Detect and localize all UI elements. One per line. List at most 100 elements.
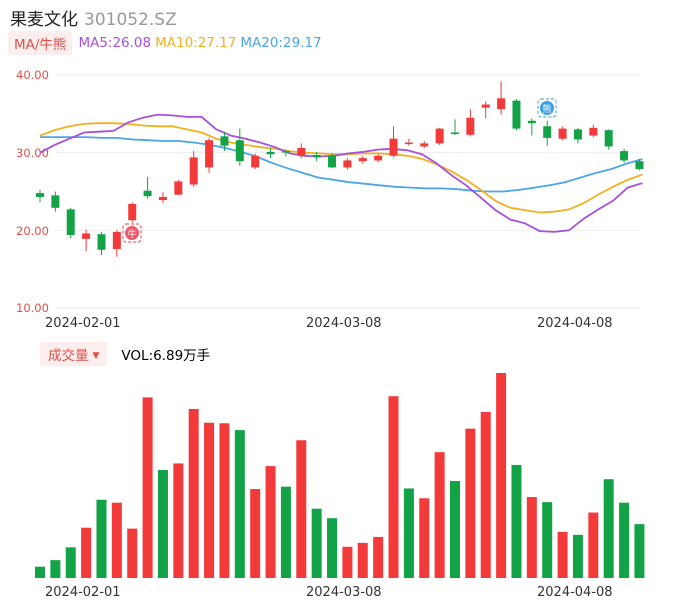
volume-bar[interactable]: [357, 542, 368, 578]
volume-bar[interactable]: [511, 464, 522, 578]
candle[interactable]: [158, 192, 167, 204]
candle[interactable]: [220, 131, 229, 152]
candle[interactable]: [51, 191, 60, 212]
volume-bar[interactable]: [619, 502, 630, 578]
volume-bar[interactable]: [526, 497, 537, 578]
candle[interactable]: [604, 129, 613, 150]
candle[interactable]: [466, 109, 475, 137]
candle[interactable]: [558, 126, 567, 141]
candle[interactable]: [328, 153, 337, 169]
candle-body: [527, 120, 536, 124]
candle[interactable]: [358, 155, 367, 164]
volume-bar[interactable]: [388, 396, 399, 578]
candle[interactable]: [374, 154, 383, 162]
candle[interactable]: [343, 158, 352, 170]
candle[interactable]: [481, 101, 490, 119]
candle[interactable]: [205, 137, 214, 173]
candle[interactable]: [174, 179, 183, 196]
candle[interactable]: [36, 189, 44, 203]
candle[interactable]: [143, 176, 152, 199]
candle[interactable]: [82, 229, 91, 252]
volume-bar[interactable]: [111, 502, 122, 578]
candle[interactable]: [297, 143, 306, 159]
x-tick-label: 2024-02-01: [45, 316, 121, 331]
volume-bar[interactable]: [265, 466, 276, 578]
volume-bar[interactable]: [234, 430, 245, 578]
volume-bar[interactable]: [496, 373, 507, 578]
volume-bar[interactable]: [342, 546, 353, 578]
volume-bar[interactable]: [419, 498, 430, 578]
candle[interactable]: [635, 158, 644, 171]
volume-bar[interactable]: [219, 423, 230, 578]
volume-bar[interactable]: [373, 536, 384, 578]
candle-body: [358, 158, 367, 162]
volume-bar[interactable]: [572, 534, 583, 578]
volume-bar[interactable]: [157, 469, 168, 578]
bull-marker[interactable]: 牛: [122, 223, 142, 243]
candle[interactable]: [497, 81, 506, 115]
volume-bar[interactable]: [449, 481, 460, 578]
volume-bar[interactable]: [403, 488, 414, 578]
candle[interactable]: [404, 138, 413, 146]
candle[interactable]: [128, 202, 137, 223]
ma20-line: [40, 136, 643, 193]
candle-body: [220, 136, 229, 146]
candle[interactable]: [435, 127, 444, 145]
volume-bar[interactable]: [204, 422, 215, 578]
volume-bar[interactable]: [142, 397, 153, 578]
volume-bar[interactable]: [634, 524, 645, 578]
candle[interactable]: [512, 99, 521, 131]
volume-bar[interactable]: [96, 499, 107, 578]
volume-bar[interactable]: [35, 566, 45, 578]
volume-bar[interactable]: [81, 527, 92, 578]
candle[interactable]: [543, 120, 552, 146]
candle[interactable]: [573, 127, 582, 144]
candle[interactable]: [251, 153, 260, 169]
ma-legend: MA/牛熊 MA5:26.08 MA10:27.17 MA20:29.17: [8, 31, 326, 55]
volume-bar[interactable]: [603, 479, 614, 578]
candle[interactable]: [281, 149, 290, 157]
volume-bar[interactable]: [280, 486, 291, 578]
candle[interactable]: [189, 151, 198, 187]
candle[interactable]: [589, 124, 598, 138]
volume-x-axis: 2024-02-01 2024-03-08 2024-04-08: [45, 585, 613, 600]
volume-bar[interactable]: [480, 411, 491, 578]
candle-body: [281, 151, 290, 153]
x-tick-label: 2024-03-08: [306, 316, 382, 331]
candle[interactable]: [97, 231, 106, 256]
volume-bar[interactable]: [50, 560, 61, 578]
candle[interactable]: [620, 148, 629, 163]
candle[interactable]: [266, 148, 275, 159]
volume-bar[interactable]: [542, 502, 553, 578]
ma5-label: MA5:26.08: [78, 35, 152, 51]
volume-indicator-selector[interactable]: 成交量 ▼: [40, 342, 108, 366]
volume-bar[interactable]: [173, 463, 184, 578]
candle[interactable]: [527, 118, 536, 136]
ma10-line: [39, 122, 643, 214]
volume-bar[interactable]: [65, 547, 76, 578]
ma-indicator-selector[interactable]: MA/牛熊: [8, 31, 73, 55]
candle[interactable]: [389, 126, 398, 158]
volume-bar[interactable]: [557, 531, 568, 578]
candle[interactable]: [312, 151, 321, 162]
volume-bar[interactable]: [188, 409, 199, 578]
volume-bar[interactable]: [434, 452, 445, 578]
candle[interactable]: [235, 128, 244, 166]
candle[interactable]: [66, 207, 75, 239]
candle-body: [620, 151, 629, 161]
bear-marker[interactable]: 熊: [537, 98, 557, 118]
candle-body: [51, 195, 60, 208]
volume-bar[interactable]: [588, 512, 599, 578]
volume-bar[interactable]: [311, 508, 322, 578]
candle-body: [573, 129, 582, 140]
volume-bar[interactable]: [127, 528, 138, 578]
volume-bar[interactable]: [327, 518, 338, 578]
candle[interactable]: [112, 230, 121, 257]
candle[interactable]: [420, 141, 429, 149]
candle[interactable]: [450, 119, 459, 135]
volume-bar[interactable]: [296, 440, 307, 578]
volume-bar[interactable]: [465, 428, 476, 578]
ma20-label: MA20:29.17: [240, 35, 322, 51]
volume-bar[interactable]: [250, 489, 261, 578]
